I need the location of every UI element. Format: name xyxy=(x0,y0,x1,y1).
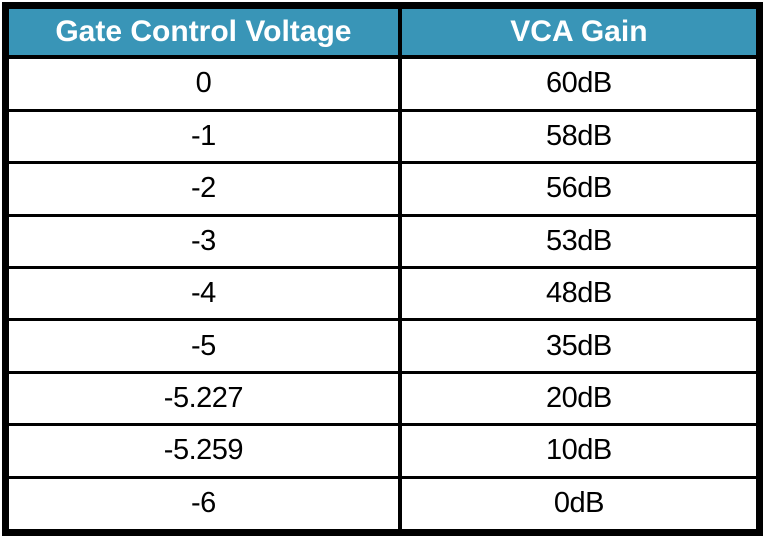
voltage-cell: -1 xyxy=(3,108,402,165)
voltage-cell: -5 xyxy=(3,318,402,374)
gain-cell: 0dB xyxy=(397,475,762,535)
table-row: -5.227 20dB xyxy=(3,370,762,427)
gain-cell: 10dB xyxy=(397,423,762,479)
gain-cell: 53dB xyxy=(397,213,762,269)
header-gate-control-voltage: Gate Control Voltage xyxy=(3,4,402,59)
voltage-cell: -2 xyxy=(3,161,402,217)
gain-cell: 48dB xyxy=(397,265,762,322)
header-vca-gain: VCA Gain xyxy=(397,4,762,59)
table-row: -6 0dB xyxy=(3,475,762,535)
gain-cell: 58dB xyxy=(397,108,762,165)
table-row: -3 53dB xyxy=(3,213,762,269)
voltage-cell: -5.259 xyxy=(3,423,402,479)
voltage-cell: -4 xyxy=(3,265,402,322)
table-row: -5.259 10dB xyxy=(3,423,762,479)
table-row: -5 35dB xyxy=(3,318,762,374)
gain-cell: 35dB xyxy=(397,318,762,374)
table-row: -2 56dB xyxy=(3,161,762,217)
table-row: -4 48dB xyxy=(3,265,762,322)
voltage-cell: -6 xyxy=(3,475,402,535)
table-row: 0 60dB xyxy=(3,55,762,112)
gain-cell: 20dB xyxy=(397,370,762,427)
gain-cell: 60dB xyxy=(397,55,762,112)
voltage-cell: 0 xyxy=(3,55,402,112)
table-header-row: Gate Control Voltage VCA Gain xyxy=(3,4,762,59)
gain-cell: 56dB xyxy=(397,161,762,217)
voltage-cell: -3 xyxy=(3,213,402,269)
table-row: -1 58dB xyxy=(3,108,762,165)
voltage-cell: -5.227 xyxy=(3,370,402,427)
